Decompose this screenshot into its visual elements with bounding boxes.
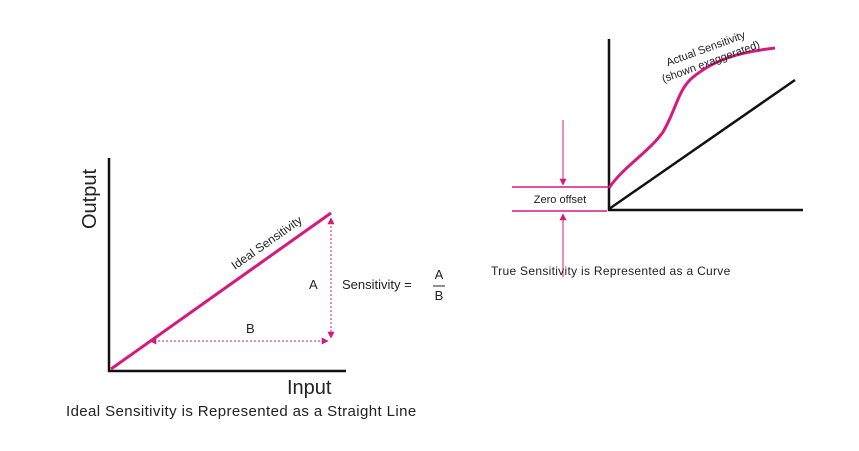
actual-sensitivity-diagram: Actual Sensitivity (shown exaggerated) Z…	[491, 29, 803, 278]
left-y-axis-label: Output	[79, 169, 101, 229]
formula-denominator: B	[435, 288, 444, 303]
ideal-sensitivity-diagram: Output Input Ideal Sensitivity A B Sensi…	[66, 158, 445, 420]
rise-label-a: A	[309, 277, 318, 292]
actual-sensitivity-curve	[607, 46, 776, 189]
formula-numerator: A	[435, 267, 444, 282]
ideal-sensitivity-line	[110, 211, 332, 371]
zero-offset-label-bg	[520, 191, 600, 207]
ideal-reference-line	[608, 78, 796, 211]
left-x-axis-label: Input	[287, 377, 332, 399]
sensitivity-formula-prefix: Sensitivity =	[342, 277, 412, 292]
zero-offset-label: Zero offset	[534, 194, 586, 206]
left-caption: Ideal Sensitivity is Represented as a St…	[66, 403, 417, 420]
ideal-sensitivity-label: Ideal Sensitivity	[229, 213, 305, 273]
run-label-b: B	[246, 321, 255, 336]
right-caption: True Sensitivity is Represented as a Cur…	[491, 264, 731, 278]
